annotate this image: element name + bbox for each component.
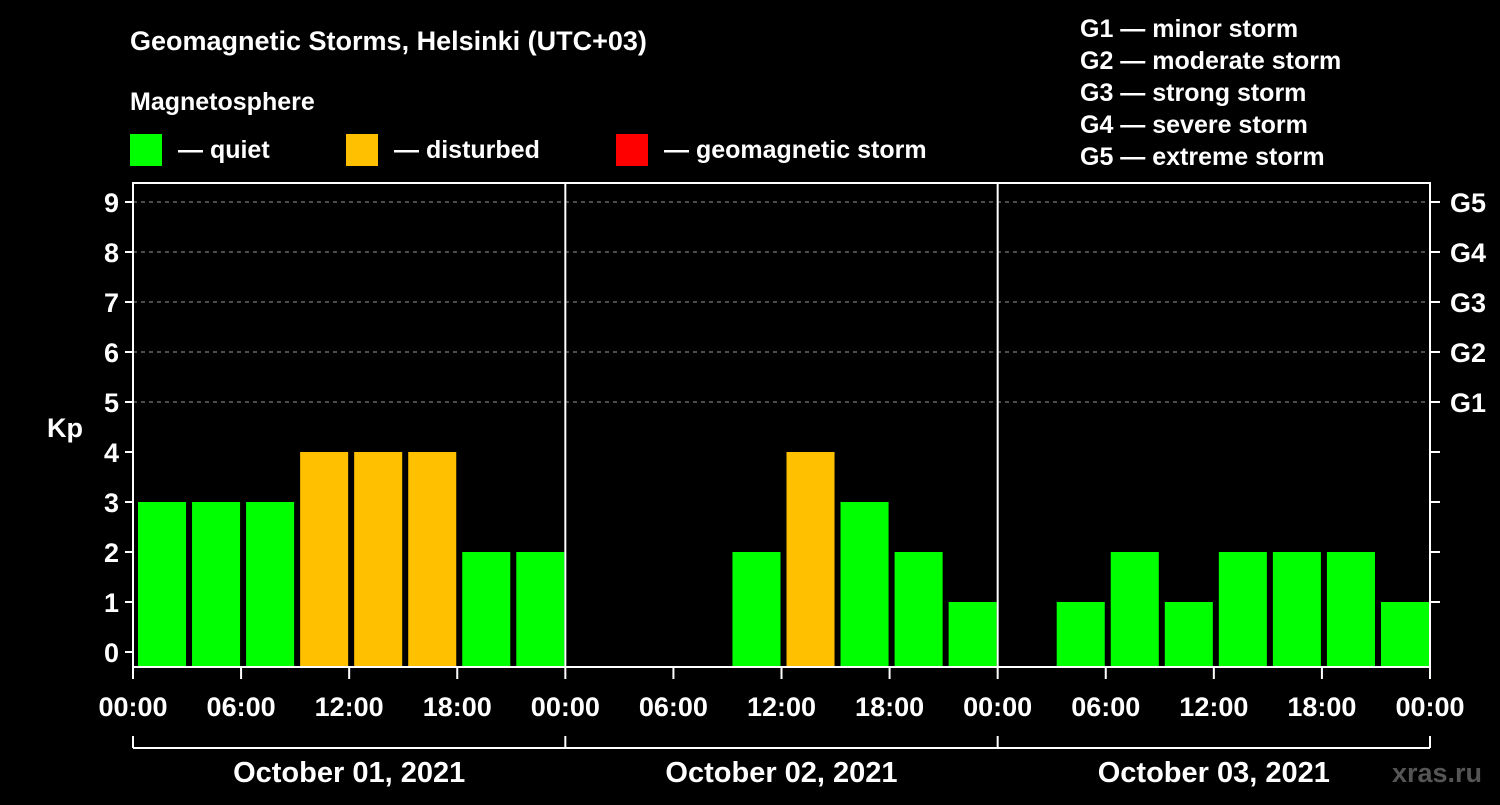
day-label-2: October 03, 2021 [1098,757,1330,789]
legend: — quiet — disturbed — geomagnetic storm [130,134,927,166]
bar-19 [1164,602,1213,667]
bar-1 [192,502,241,667]
day-label-0: October 01, 2021 [233,757,465,789]
x-tick-label-8: 00:00 [963,692,1032,722]
watermark: xras.ru [1392,758,1482,788]
bar-5 [408,452,457,667]
bar-3 [300,452,349,667]
y-tick-label-1: 1 [104,588,119,618]
legend-swatch-storm [616,134,648,166]
storm-scale-g4: G4 — severe storm [1080,111,1308,139]
x-tick-label-0: 00:00 [98,692,167,722]
right-tick-label-g3: G3 [1450,288,1486,318]
y-tick-label-2: 2 [104,538,119,568]
legend-label-disturbed: — disturbed [394,136,540,164]
bar-18 [1110,552,1159,667]
x-tick-label-3: 18:00 [423,692,492,722]
y-tick-label-3: 3 [104,488,119,518]
y-tick-label-4: 4 [104,438,119,468]
x-ticks: 00:00 06:00 12:00 18:00 00:00 06:00 12:00 18:00… [98,667,1465,722]
bar-11 [732,552,781,667]
x-tick-label-9: 06:00 [1071,692,1140,722]
x-tick-label-2: 12:00 [315,692,384,722]
y-tick-label-0: 0 [104,638,119,668]
x-tick-label-6: 12:00 [747,692,816,722]
legend-label-quiet: — quiet [178,136,270,164]
right-ticks: G1 G2 G3 G4 G5 [1430,188,1486,603]
y-tick-label-9: 9 [104,188,119,218]
legend-label-storm: — geomagnetic storm [664,136,927,164]
x-tick-label-11: 18:00 [1287,692,1356,722]
right-tick-label-g5: G5 [1450,188,1486,218]
bar-0 [138,502,187,667]
y-tick-label-5: 5 [104,388,119,418]
bar-14 [894,552,943,667]
bar-2 [246,502,295,667]
bar-13 [840,502,889,667]
x-tick-label-5: 06:00 [639,692,708,722]
legend-heading: Magnetosphere [130,88,315,116]
right-tick-label-g1: G1 [1450,388,1486,418]
storm-scale-g2: G2 — moderate storm [1080,47,1341,75]
storm-scale-g3: G3 — strong storm [1080,79,1306,107]
storm-scale-g5: G5 — extreme storm [1080,143,1325,171]
day-labels: October 01, 2021 October 02, 2021 October … [132,736,1431,789]
bar-20 [1218,552,1267,667]
x-tick-label-12: 00:00 [1395,692,1464,722]
y-tick-label-8: 8 [104,238,119,268]
bar-21 [1272,552,1321,667]
legend-swatch-quiet [130,134,162,166]
x-tick-label-1: 06:00 [207,692,276,722]
bar-22 [1326,552,1375,667]
y-tick-label-7: 7 [104,288,119,318]
y-tick-label-6: 6 [104,338,119,368]
storm-scale: G1 — minor storm G2 — moderate storm G3 … [1080,15,1341,171]
gridlines [133,201,1430,403]
bar-4 [354,452,403,667]
x-tick-label-7: 18:00 [855,692,924,722]
bar-12 [786,452,835,667]
right-tick-label-g2: G2 [1450,338,1486,368]
bar-17 [1056,602,1105,667]
bar-15 [948,602,997,667]
bars [138,452,1429,667]
right-tick-label-g4: G4 [1450,238,1486,268]
x-tick-label-4: 00:00 [531,692,600,722]
bar-23 [1380,602,1429,667]
y-axis-label: Kp [47,413,83,443]
chart-title: Geomagnetic Storms, Helsinki (UTC+03) [130,26,647,56]
bar-6 [462,552,511,667]
y-ticks: 0 1 2 3 4 5 6 7 8 9 [104,188,133,668]
bar-7 [516,552,565,667]
storm-scale-g1: G1 — minor storm [1080,15,1298,43]
day-label-1: October 02, 2021 [665,757,897,789]
x-tick-label-10: 12:00 [1179,692,1248,722]
legend-swatch-disturbed [346,134,378,166]
